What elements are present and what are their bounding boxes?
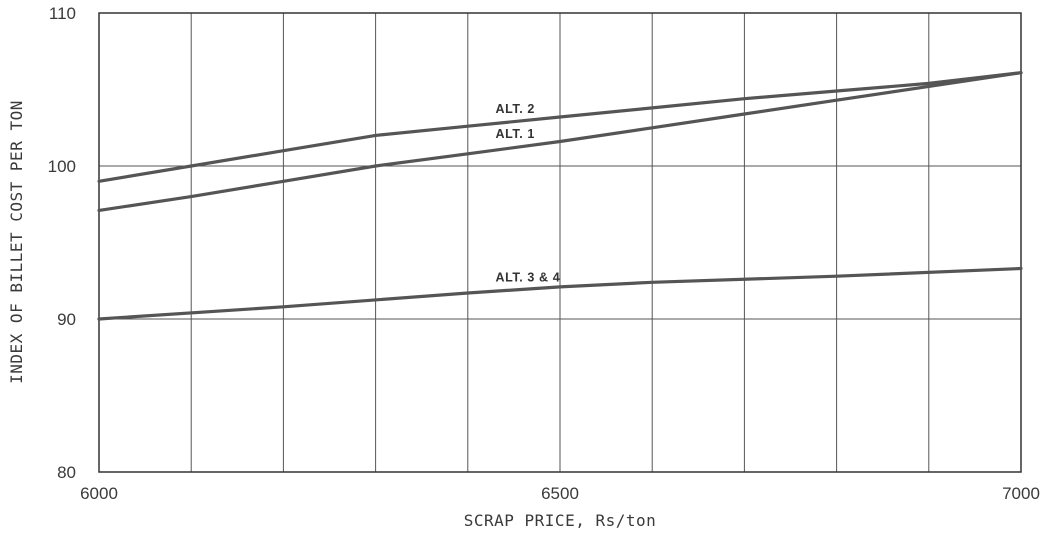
- tick-layer: 6000 6500 7000 80 90 100 110: [48, 4, 1040, 503]
- series-label: ALT. 2: [495, 102, 534, 116]
- y-tick-label: 100: [48, 157, 76, 176]
- x-tick-label: 6000: [80, 484, 118, 503]
- y-tick-label: 80: [57, 463, 76, 482]
- series-label-layer: ALT. 2 ALT. 1 ALT. 3 & 4: [495, 102, 560, 285]
- series-line-3: [97, 266, 1023, 321]
- plot-frame: [98, 12, 1022, 473]
- series-label: ALT. 3 & 4: [495, 271, 560, 285]
- series-line-2: [97, 71, 1023, 212]
- y-tick-label: 110: [49, 4, 76, 23]
- x-tick-label: 6500: [541, 484, 579, 503]
- x-axis-title: SCRAP PRICE, Rs/ton: [464, 511, 657, 530]
- series-label: ALT. 1: [495, 127, 534, 141]
- x-tick-label: 7000: [1002, 484, 1040, 503]
- y-tick-label: 90: [57, 310, 76, 329]
- grid: [99, 13, 1021, 472]
- y-axis-title: INDEX OF BILLET COST PER TON: [7, 100, 26, 384]
- series-layer: [97, 71, 1023, 321]
- series-line-1: [97, 71, 1023, 183]
